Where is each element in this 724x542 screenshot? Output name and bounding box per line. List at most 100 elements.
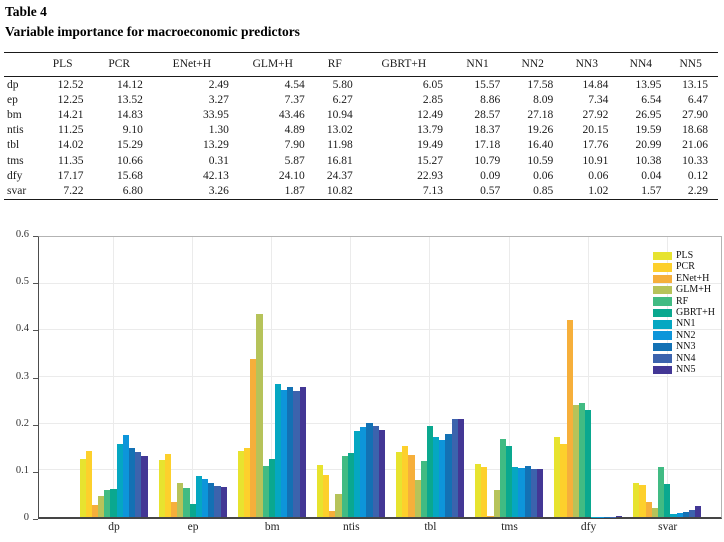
y-tick-mark xyxy=(33,236,38,237)
row-label: bm xyxy=(7,108,22,121)
cell-value: 7.34 xyxy=(588,93,609,106)
cell-value: 6.27 xyxy=(332,93,353,106)
y-tick-label: 0.3 xyxy=(15,370,29,382)
cell-value: 10.59 xyxy=(527,154,554,167)
cell-value: 12.52 xyxy=(57,78,84,91)
bar-NN5-dfy xyxy=(616,516,623,517)
bar-NN3-tbl xyxy=(445,434,452,517)
legend-swatch xyxy=(653,354,672,363)
x-tick-label-dp: dp xyxy=(108,521,120,533)
bar-ENet+H-ep xyxy=(171,501,178,517)
table-row: dp 12.52 14.12 2.49 4.54 5.80 6.05 15.57 17.58 14… xyxy=(4,77,718,93)
column-header: RF xyxy=(327,58,342,70)
row-label: dp xyxy=(7,78,19,91)
legend-label: PCR xyxy=(676,261,695,273)
x-tick-label-dfy: dfy xyxy=(580,521,597,533)
importance-table: PLS PCR ENet+H GLM+H RF GBRT+H NN1 NN2 NN3 NN4 NN5… xyxy=(4,52,718,200)
table-number: Table 4 xyxy=(5,4,47,19)
bar-NN2-bm xyxy=(281,390,288,517)
x-gridline xyxy=(666,237,668,517)
legend-item-RF: RF xyxy=(653,295,715,307)
bar-PCR-ep xyxy=(164,453,172,517)
bar-GBRT+H-dfy xyxy=(585,410,592,517)
bar-NN4-bm xyxy=(293,391,300,517)
legend-swatch xyxy=(653,274,672,284)
x-tick-label-svar: svar xyxy=(658,521,678,533)
cell-value: 7.13 xyxy=(422,184,443,197)
bar-GBRT+H-bm xyxy=(268,458,275,517)
legend-swatch xyxy=(653,342,672,352)
cell-value: 24.37 xyxy=(326,169,353,182)
bar-NN1-ep xyxy=(195,475,202,517)
bar-group-dfy xyxy=(554,237,623,517)
cell-value: 19.59 xyxy=(635,124,662,137)
bar-NN4-tbl xyxy=(451,419,458,517)
row-label: ep xyxy=(7,93,18,106)
cell-value: 26.95 xyxy=(635,108,662,121)
bar-PCR-tms xyxy=(481,467,488,517)
column-header: GLM+H xyxy=(252,58,293,70)
legend-swatch xyxy=(653,251,672,261)
x-gridline xyxy=(271,237,273,517)
legend-item-PCR: PCR xyxy=(653,262,715,272)
cell-value: 14.21 xyxy=(57,108,84,121)
cell-value: 1.87 xyxy=(284,184,305,197)
y-tick-mark xyxy=(33,283,38,285)
row-label: ntis xyxy=(7,124,24,137)
legend-item-ENet+H: ENet+H xyxy=(653,273,715,284)
row-label: tms xyxy=(7,154,24,167)
bar-group-tms xyxy=(475,237,544,517)
legend-label: GLM+H xyxy=(676,284,712,296)
legend-item-NN1: NN1 xyxy=(653,319,715,329)
cell-value: 17.58 xyxy=(527,78,554,91)
bar-NN1-svar xyxy=(670,514,677,517)
cell-value: 17.17 xyxy=(57,169,84,182)
legend-label: GBRT+H xyxy=(676,306,715,318)
bar-group-bm xyxy=(237,237,306,517)
cell-value: 0.31 xyxy=(208,154,229,167)
plot-area: PLS PCR ENet+H GLM+H RF GBRT+H NN1 NN2 NN3 NN4 NN5 xyxy=(38,236,722,519)
bar-GLM+H-dfy xyxy=(572,404,579,517)
cell-value: 13.15 xyxy=(682,78,708,91)
table-row: tms 11.35 10.66 0.31 5.87 16.81 15.27 10.79 10.5… xyxy=(4,153,718,168)
cell-value: 0.12 xyxy=(687,169,708,182)
bar-NN5-svar xyxy=(695,506,702,517)
cell-value: 9.10 xyxy=(122,124,143,137)
cell-value: 14.12 xyxy=(117,78,143,91)
bar-RF-dp xyxy=(104,489,111,517)
bar-NN1-tbl xyxy=(433,436,440,517)
x-gridline xyxy=(587,237,589,517)
column-header: NN5 xyxy=(679,58,702,70)
cell-value: 28.57 xyxy=(474,108,501,121)
bar-GBRT+H-tms xyxy=(505,445,513,517)
bar-NN1-ntis xyxy=(353,431,361,517)
bar-ENet+H-dfy xyxy=(566,320,573,517)
bar-group-svar xyxy=(633,237,702,517)
bar-NN1-tms xyxy=(512,466,519,517)
table-row: ntis 11.25 9.10 1.30 4.89 13.02 13.79 18.37 19.2… xyxy=(4,123,718,138)
bar-PCR-tbl xyxy=(402,445,409,517)
x-tick-label-ep: ep xyxy=(187,521,199,533)
cell-value: 18.68 xyxy=(682,124,708,137)
bar-PLS-ntis xyxy=(316,464,324,517)
legend-swatch xyxy=(653,365,672,375)
y-tick-label: 0 xyxy=(23,512,29,523)
y-tick-label: 0.4 xyxy=(15,323,29,335)
y-tick-label: 0.2 xyxy=(15,417,29,429)
bar-ENet+H-tms xyxy=(487,515,494,517)
bar-NN5-tms xyxy=(536,468,544,517)
cell-value: 0.85 xyxy=(533,184,554,197)
cell-value: 1.30 xyxy=(208,124,229,137)
cell-value: 14.02 xyxy=(57,139,84,152)
bar-GLM+H-ep xyxy=(177,482,184,517)
cell-value: 10.38 xyxy=(635,154,662,167)
column-header: PLS xyxy=(52,58,73,70)
bar-RF-bm xyxy=(262,465,269,517)
table-row: bm 14.21 14.83 33.95 43.46 10.94 12.49 28.57 27.… xyxy=(4,107,718,122)
cell-value: 13.29 xyxy=(202,139,229,152)
bar-NN3-tms xyxy=(524,466,531,517)
cell-value: 3.26 xyxy=(208,184,229,197)
bar-GBRT+H-ep xyxy=(189,503,196,517)
bar-NN1-dp xyxy=(116,444,123,517)
legend-label: RF xyxy=(676,295,689,307)
